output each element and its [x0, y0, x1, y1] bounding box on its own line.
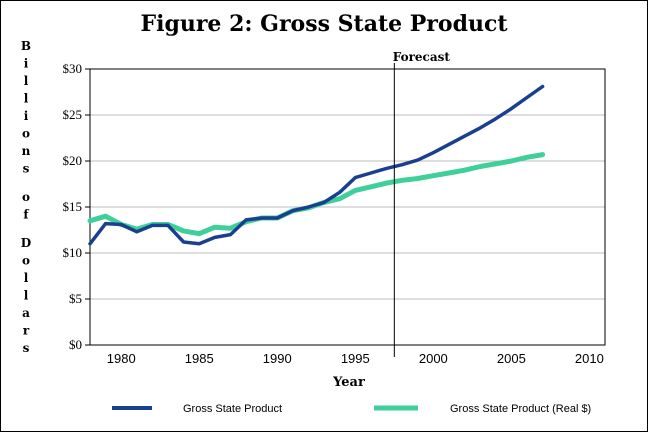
x-axis-label: Year: [332, 375, 365, 390]
x-tick-label: 2000: [419, 351, 448, 366]
y-tick-labels: $0 $5 $10 $15 $20 $25 $30: [63, 61, 83, 352]
x-tick-label: 1995: [341, 351, 370, 366]
legend-label: Gross State Product: [183, 403, 282, 415]
series-lines: [87, 84, 546, 246]
y-tick-label: $20: [63, 153, 83, 168]
x-tick-labels: 1980 1985 1990 1995 2000 2005 2010: [107, 351, 604, 366]
legend: Gross State Product Gross State Product (…: [112, 403, 591, 415]
series-line: [88, 84, 545, 246]
chart-title: Figure 2: Gross State Product: [140, 11, 508, 37]
forecast-annotation: Forecast: [393, 50, 451, 64]
y-tick-label: $25: [63, 107, 83, 122]
legend-label: Gross State Product (Real $): [450, 403, 591, 415]
y-tick-label: $5: [69, 291, 82, 306]
y-tick-label: $0: [69, 337, 82, 352]
y-tick-label: $15: [63, 199, 83, 214]
y-tick-label: $30: [63, 61, 83, 76]
x-tick-label: 2010: [575, 351, 604, 366]
x-tick-label: 1990: [263, 351, 292, 366]
x-tick-label: 1985: [185, 351, 214, 366]
gridlines: [85, 68, 605, 346]
plot-area-border: [89, 68, 606, 346]
y-tick-label: $10: [63, 245, 83, 260]
series-line: [87, 152, 546, 237]
x-tick-label: 1980: [107, 351, 136, 366]
x-tick-label: 2005: [497, 351, 526, 366]
